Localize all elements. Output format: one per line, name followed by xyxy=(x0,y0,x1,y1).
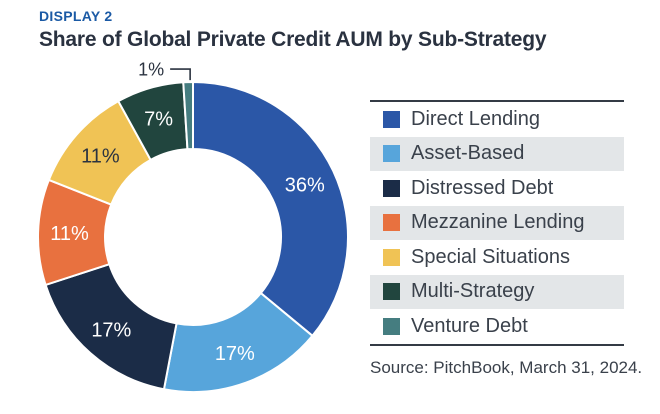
legend-item-label: Asset-Based xyxy=(411,142,525,165)
figure-header: DISPLAY 2 Share of Global Private Credit… xyxy=(39,8,547,52)
donut-chart: 36% 17% 17% 11% 11% 7% 1% xyxy=(0,59,390,414)
display-label: DISPLAY 2 xyxy=(39,8,113,24)
slice-label-mezzanine-lending: 11% xyxy=(50,223,89,245)
legend-item-label: Special Situations xyxy=(411,245,570,268)
legend-swatch xyxy=(383,283,400,301)
legend-swatch xyxy=(383,110,400,128)
legend-swatch xyxy=(383,145,400,163)
legend-item-special-situations: Special Situations xyxy=(370,240,624,275)
slice-direct-lending xyxy=(192,80,349,338)
legend-item-distressed-debt: Distressed Debt xyxy=(370,171,624,206)
donut-chart-svg: 36% 17% 17% 11% 11% 7% 1% xyxy=(36,59,349,393)
slice-label-special-situations: 11% xyxy=(81,145,120,167)
source-note: Source: PitchBook, March 31, 2024. xyxy=(370,358,643,377)
callout-line xyxy=(170,68,191,81)
legend-swatch xyxy=(383,214,400,232)
legend-item-label: Distressed Debt xyxy=(411,176,554,199)
slice-label-asset-based: 17% xyxy=(215,343,255,365)
slice-label-multi-strategy: 7% xyxy=(144,108,173,130)
page-title: Share of Global Private Credit AUM by Su… xyxy=(39,28,547,51)
legend-item-label: Mezzanine Lending xyxy=(411,211,585,234)
legend-swatch xyxy=(383,317,400,335)
legend-item-asset-based: Asset-Based xyxy=(370,136,624,171)
legend-item-venture-debt: Venture Debt xyxy=(370,309,624,344)
legend-swatch xyxy=(383,248,400,266)
legend-item-label: Direct Lending xyxy=(411,107,540,130)
legend-swatch xyxy=(383,179,400,197)
legend-item-label: Multi-Strategy xyxy=(411,280,535,303)
legend-item-mezzanine-lending: Mezzanine Lending xyxy=(370,205,624,240)
slice-venture-debt xyxy=(182,80,194,151)
legend-item-label: Venture Debt xyxy=(411,314,528,337)
slice-label-distressed-debt: 17% xyxy=(91,320,131,342)
legend: Direct Lending Asset-Based Distressed Debt… xyxy=(370,100,624,346)
legend-item-multi-strategy: Multi-Strategy xyxy=(370,274,624,309)
slice-label-direct-lending: 36% xyxy=(285,174,325,196)
legend-item-direct-lending: Direct Lending xyxy=(370,102,624,137)
slice-label-venture-debt: 1% xyxy=(138,60,164,79)
